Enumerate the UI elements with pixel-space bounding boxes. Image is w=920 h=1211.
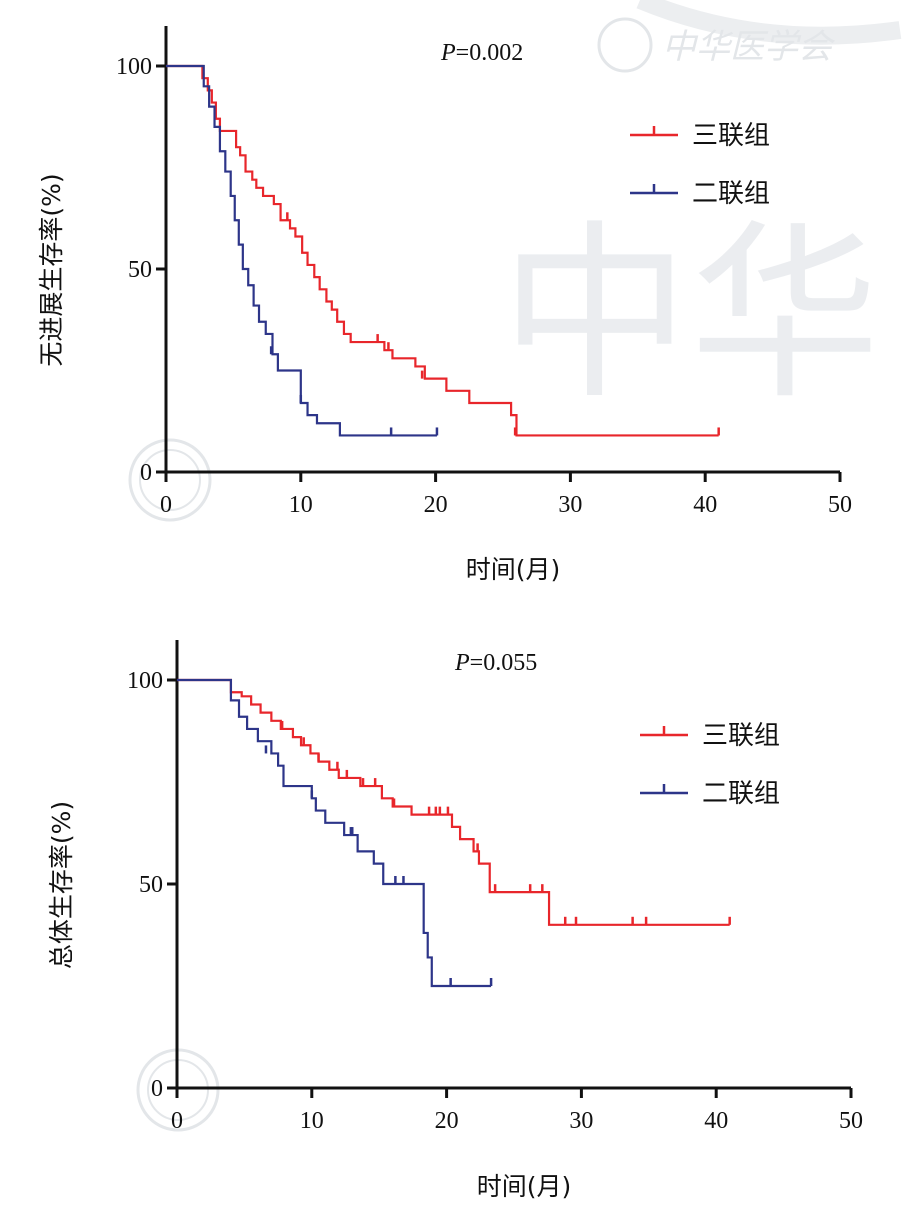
p-value-number: =0.055 [470,650,538,676]
watermark-arc [636,0,902,45]
x-tick-label: 50 [828,492,852,518]
x-tick-label: 40 [704,1108,728,1134]
watermark-seal-1-inner [139,449,201,511]
watermark-big-text: 中华 [500,204,880,425]
y-tick-label: 0 [140,460,152,486]
y-axis-title-main: 无进展生存率 [37,217,66,367]
y-tick-label: 50 [139,872,163,898]
p-value-symbol: P [454,650,470,676]
x-tick-label: 10 [300,1108,324,1134]
legend-label: 二联组 [692,179,770,209]
y-axis-title: 总体生存率(%) [47,801,76,969]
chart-panel-2: 0 10 20 30 40 50 0 50 100 时间(月) 总体生存率(%) P=0.055 三联组… [47,640,863,1201]
x-axis-title-unit: (月) [516,555,561,584]
x-tick-label: 30 [558,492,582,518]
watermark-org-name: 中华医学会 [662,27,836,67]
series-triple-group [177,678,731,926]
legend-item: 三联组 [640,721,780,751]
y-axis-title-unit: (%) [37,173,66,216]
series-dual-group [177,678,493,988]
watermark-seal-top [597,17,653,73]
y-axis-title-main: 总体生存率 [47,844,76,969]
x-tick-label: 30 [569,1108,593,1134]
y-tick-label: 100 [116,54,152,80]
survival-curve [177,678,730,926]
x-axis-title-unit: (月) [527,1172,572,1201]
p-value-symbol: P [440,40,456,66]
series-dual-group [166,64,439,437]
x-tick-label: 20 [435,1108,459,1134]
survival-curve [166,64,437,437]
x-axis-title-main: 时间 [477,1172,527,1201]
p-value-annotation: P=0.002 [440,40,523,66]
x-axis-title-main: 时间 [466,555,516,584]
chart-panel-1: 0 10 20 30 40 50 0 50 100 时间(月) 无进展生存率(%) P=0.002 三联… [37,26,852,584]
x-tick-label: 10 [289,492,313,518]
p-value-number: =0.002 [456,40,524,66]
legend-item: 二联组 [640,779,780,809]
x-tick-label: 50 [839,1108,863,1134]
y-axis-title: 无进展生存率(%) [37,173,66,366]
x-tick-label: 40 [693,492,717,518]
x-tick-label: 0 [171,1108,183,1134]
p-value-annotation: P=0.055 [454,650,537,676]
watermark-seal-1 [128,438,212,522]
legend-label: 三联组 [692,121,770,151]
legend-label: 二联组 [702,779,780,809]
legend-item: 二联组 [630,179,770,209]
y-tick-label: 50 [128,257,152,283]
x-tick-label: 20 [424,492,448,518]
y-tick-label: 0 [151,1076,163,1102]
watermark: 中华医学会 中华 [128,0,902,1132]
y-tick-label: 100 [127,668,163,694]
x-tick-label: 0 [160,492,172,518]
y-axis-title-unit: (%) [47,801,76,844]
legend-label: 三联组 [702,721,780,751]
x-axis-title: 时间(月) [477,1172,572,1201]
survival-curve [177,678,492,988]
legend-item: 三联组 [630,121,770,151]
x-axis-title: 时间(月) [466,555,561,584]
